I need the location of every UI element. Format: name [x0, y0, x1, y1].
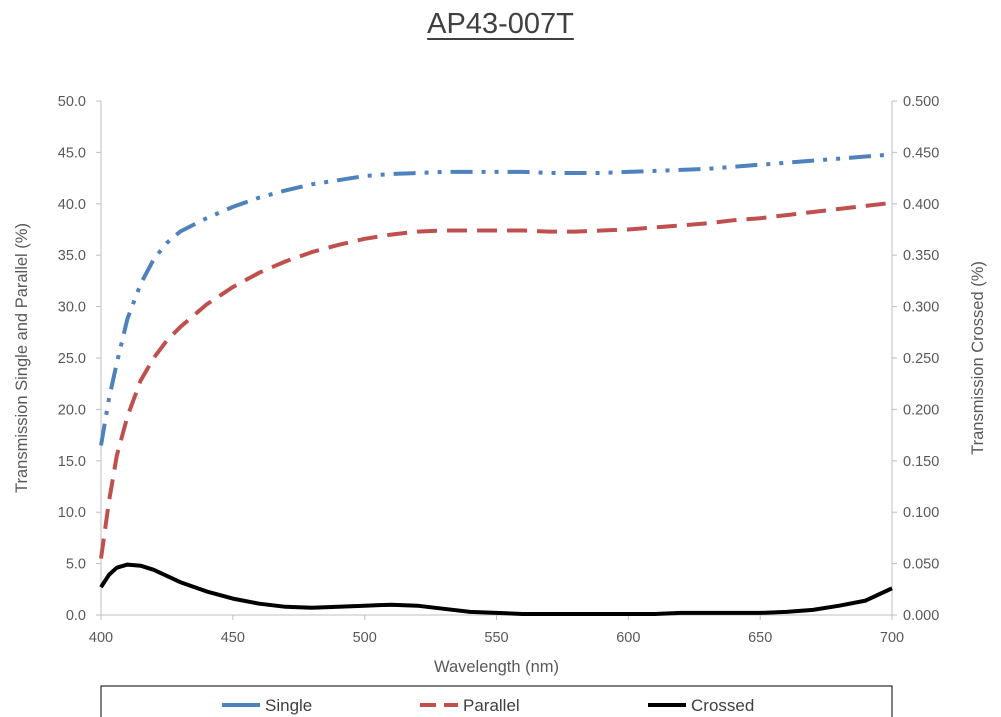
y-tick-label: 45.0	[58, 145, 86, 161]
y-tick-label: 25.0	[58, 351, 86, 367]
y-tick-label: 15.0	[58, 454, 86, 470]
y-axis-title: Transmission Single and Parallel (%)	[13, 223, 31, 493]
y2-tick-label: 0.150	[903, 454, 939, 470]
y2-tick-label: 0.450	[903, 145, 939, 161]
y-tick-label: 20.0	[58, 402, 86, 418]
x-axis-title: Wavelength (nm)	[434, 658, 559, 676]
y-tick-label: 35.0	[58, 248, 86, 264]
y-tick-label: 10.0	[58, 505, 86, 521]
y2-tick-label: 0.100	[903, 505, 939, 521]
legend-label-crossed: Crossed	[691, 696, 754, 715]
series-line-single	[99, 152, 893, 446]
chart-title: AP43-007T	[427, 8, 574, 40]
x-tick-label: 600	[616, 630, 640, 646]
y2-tick-label: 0.000	[903, 608, 939, 624]
x-tick-label: 450	[221, 630, 245, 646]
y2-tick-label: 0.200	[903, 402, 939, 418]
y2-tick-label: 0.300	[903, 300, 939, 316]
x-tick-label: 700	[880, 630, 904, 646]
x-tick-label: 650	[748, 630, 772, 646]
x-tick-label: 550	[484, 630, 508, 646]
legend-box	[100, 685, 893, 717]
y-tick-label: 0.0	[66, 608, 86, 624]
y2-tick-label: 0.050	[903, 557, 939, 573]
y-tick-label: 50.0	[58, 94, 86, 110]
y2-axis-title: Transmission Crossed (%)	[969, 261, 987, 455]
y-tick-label: 30.0	[58, 300, 86, 316]
y-tick-label: 5.0	[66, 557, 86, 573]
x-tick-label: 500	[353, 630, 377, 646]
y2-tick-label: 0.500	[903, 94, 939, 110]
y2-tick-label: 0.400	[903, 197, 939, 213]
series-line-parallel	[99, 200, 893, 559]
x-tick-label: 400	[89, 630, 113, 646]
y-tick-label: 40.0	[58, 197, 86, 213]
y2-tick-label: 0.350	[903, 248, 939, 264]
y2-tick-label: 0.250	[903, 351, 939, 367]
legend-label-single: Single	[265, 696, 312, 715]
series-line-crossed	[99, 562, 893, 616]
legend-label-parallel: Parallel	[463, 696, 520, 715]
